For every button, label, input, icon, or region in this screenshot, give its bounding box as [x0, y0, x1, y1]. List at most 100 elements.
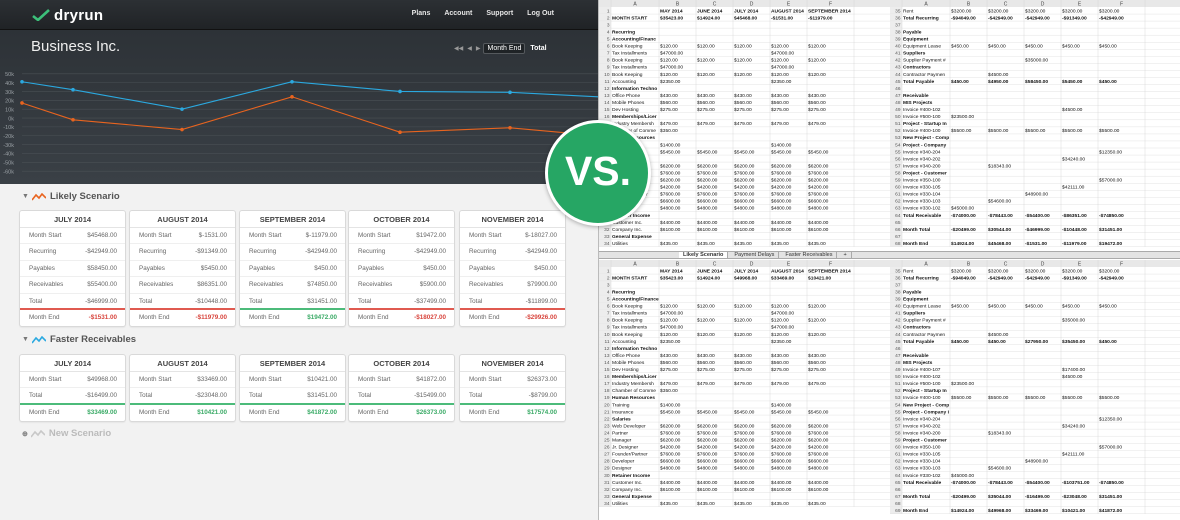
cell[interactable]: Book Keeping	[612, 332, 643, 338]
cell[interactable]: Jr. Designer	[612, 445, 638, 451]
cell[interactable]: SEPTEMBER 2014	[808, 8, 851, 14]
cell[interactable]: Supplier Payment #	[903, 318, 946, 324]
cell[interactable]: $120.00	[808, 318, 826, 324]
row-number-cell[interactable]	[599, 316, 611, 324]
row-number-cell[interactable]	[890, 84, 902, 92]
row-number-cell[interactable]	[890, 492, 902, 500]
cell[interactable]: Payable	[903, 29, 922, 35]
column-letter[interactable]: B	[676, 261, 680, 267]
cell[interactable]: $7600.00	[660, 452, 681, 458]
cell[interactable]: Information Techno	[612, 346, 657, 352]
column-letter[interactable]: F	[1120, 261, 1123, 267]
cell[interactable]: $4800.00	[697, 466, 718, 472]
row-number-cell[interactable]	[599, 281, 611, 289]
cell[interactable]: $7600.00	[734, 192, 755, 198]
cell[interactable]: Book Keeping	[612, 44, 643, 50]
cell[interactable]: $120.00	[808, 72, 826, 78]
cell[interactable]: $120.00	[697, 332, 715, 338]
row-number-cell[interactable]	[599, 450, 611, 458]
cell[interactable]: -$54400.00	[1025, 213, 1050, 219]
cell[interactable]: $120.00	[771, 332, 789, 338]
row-number-cell[interactable]	[890, 506, 902, 514]
column-letter[interactable]: F	[1120, 1, 1123, 7]
cell[interactable]: JUNE 2014	[697, 268, 723, 274]
cell[interactable]: $4400.00	[734, 480, 755, 486]
cell[interactable]: $6100.00	[734, 487, 755, 493]
cell[interactable]: $430.00	[660, 93, 678, 99]
cell[interactable]: Payable	[903, 289, 922, 295]
cell[interactable]: $3200.00	[1062, 8, 1083, 14]
cell[interactable]: Office Phone	[612, 353, 640, 359]
cell[interactable]: Invoice #340-202	[903, 156, 941, 162]
cell[interactable]: Invoice #340-200	[903, 430, 941, 436]
cell[interactable]: -$94049.00	[951, 275, 976, 281]
cell[interactable]: -$94049.00	[951, 15, 976, 21]
cell[interactable]: $435.00	[697, 241, 715, 247]
cell[interactable]: Supplier Payment #	[903, 58, 946, 64]
row-number-cell[interactable]	[599, 408, 611, 416]
cell[interactable]: $47000.00	[771, 65, 794, 71]
cell[interactable]: $14924.00	[697, 15, 720, 21]
cell[interactable]: $450.00	[1062, 44, 1080, 50]
cell[interactable]: Total Payable	[903, 79, 934, 85]
row-number-cell[interactable]	[599, 429, 611, 437]
cell[interactable]: Invoice #330-105	[903, 185, 941, 191]
cell[interactable]: $275.00	[660, 367, 678, 373]
row-number-cell[interactable]	[599, 112, 611, 120]
cell[interactable]: $47000.00	[660, 51, 683, 57]
cell[interactable]: Office Phone	[612, 93, 640, 99]
cell[interactable]: Book Keeping	[612, 58, 643, 64]
row-number-cell[interactable]	[890, 457, 902, 465]
cell[interactable]: $120.00	[734, 332, 752, 338]
cell[interactable]: $120.00	[808, 332, 826, 338]
cell[interactable]: $12350.00	[1099, 416, 1122, 422]
row-number-cell[interactable]	[890, 309, 902, 317]
cell[interactable]: $7600.00	[660, 170, 681, 176]
cell[interactable]: $4500.00	[1062, 374, 1083, 380]
cell[interactable]: $7600.00	[660, 430, 681, 436]
cell[interactable]: $19472.00	[1099, 241, 1122, 247]
month-card[interactable]: SEPTEMBER 2014 Month Start $-11979.00 Recur…	[239, 210, 346, 328]
cell[interactable]: $120.00	[771, 318, 789, 324]
row-number-cell[interactable]	[890, 274, 902, 282]
row-number-cell[interactable]	[890, 464, 902, 472]
column-letter[interactable]: B	[676, 1, 680, 7]
cell[interactable]: MAY 2014	[660, 268, 683, 274]
cell[interactable]: $6100.00	[734, 227, 755, 233]
cell[interactable]: Book Keeping	[612, 318, 643, 324]
month-card[interactable]: SEPTEMBER 2014 Month Start $10421.00 Total $…	[239, 354, 346, 423]
cell[interactable]: Invoice #500-100	[903, 114, 941, 120]
cell[interactable]: -$46999.00	[1025, 227, 1050, 233]
cell[interactable]: -$11979.00	[808, 15, 833, 21]
row-number-cell[interactable]	[599, 77, 611, 85]
sheet-tab-likely[interactable]: Likely Scenario	[679, 252, 729, 258]
cell[interactable]: $275.00	[697, 367, 715, 373]
cell[interactable]: $6200.00	[771, 178, 792, 184]
cell[interactable]: $5450.00	[734, 149, 755, 155]
cell[interactable]: General Expense	[612, 494, 652, 500]
cell[interactable]: $430.00	[771, 353, 789, 359]
cell[interactable]: Project - Customer	[903, 170, 947, 176]
cell[interactable]: $5450.00	[771, 409, 792, 415]
cell[interactable]: -$78443.00	[988, 480, 1013, 486]
cell[interactable]: Founder/Partner	[612, 452, 648, 458]
cell[interactable]: Utilities	[612, 241, 628, 247]
cell[interactable]: $120.00	[697, 304, 715, 310]
cell[interactable]: $435.00	[771, 501, 789, 507]
row-number-cell[interactable]	[599, 309, 611, 317]
cell[interactable]: $4200.00	[808, 185, 829, 191]
row-number-cell[interactable]	[890, 183, 902, 191]
row-number-cell[interactable]	[890, 471, 902, 479]
cell[interactable]: Contractors	[903, 65, 931, 71]
cell[interactable]: $4500.00	[1062, 107, 1083, 113]
cell[interactable]: Invoice #400-102	[903, 374, 941, 380]
cell[interactable]: $120.00	[734, 318, 752, 324]
cell[interactable]: $430.00	[697, 353, 715, 359]
cell[interactable]: $5500.00	[988, 128, 1009, 134]
row-number-cell[interactable]	[890, 267, 902, 275]
month-card[interactable]: JULY 2014 Month Start $45468.00 Recurring -$…	[19, 210, 126, 328]
cell[interactable]: -$11979.00	[1062, 241, 1087, 247]
cell[interactable]: $450.00	[1025, 304, 1043, 310]
row-number-cell[interactable]	[599, 28, 611, 36]
scenario-header[interactable]: ⊕ New Scenario	[22, 428, 111, 439]
